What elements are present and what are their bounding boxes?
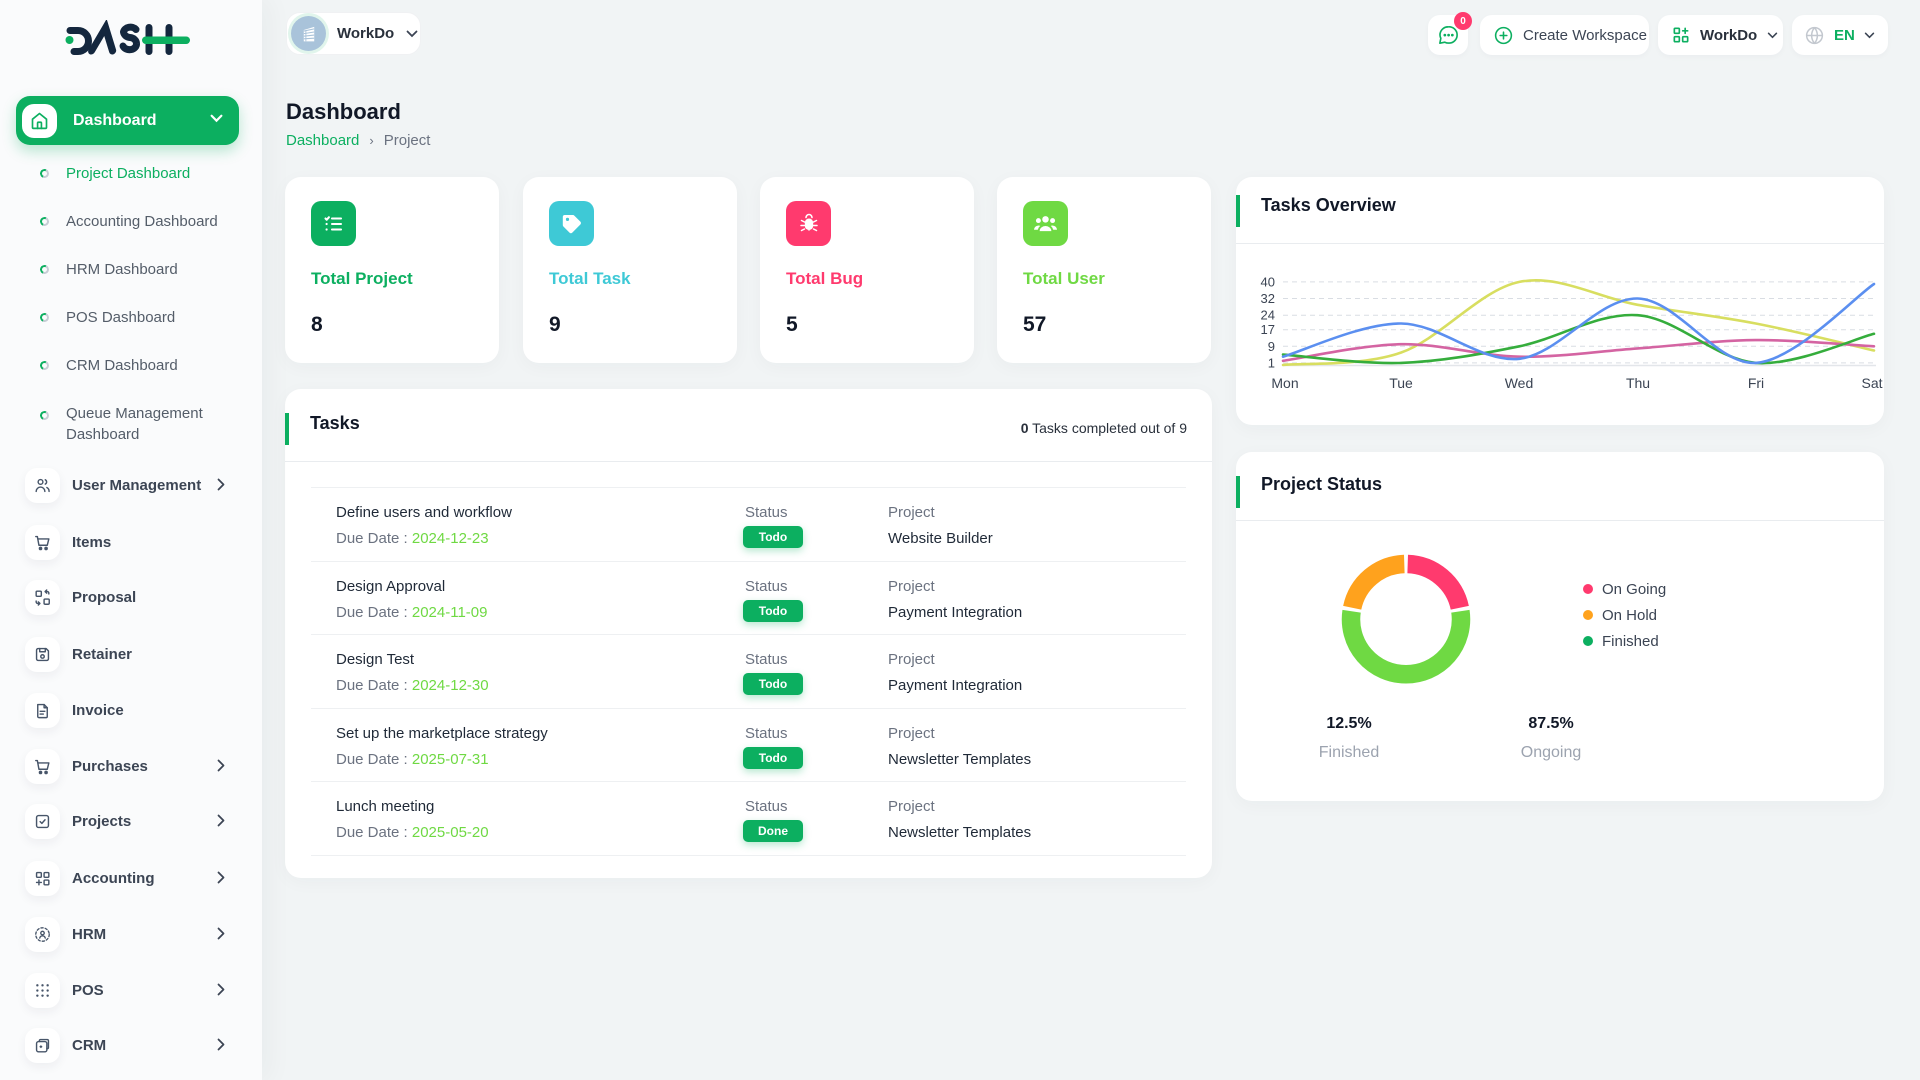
svg-text:32: 32 [1261, 291, 1275, 306]
svg-text:Wed: Wed [1505, 375, 1534, 391]
svg-text:24: 24 [1261, 308, 1275, 323]
svg-text:17: 17 [1261, 322, 1275, 337]
svg-text:9: 9 [1268, 339, 1275, 354]
svg-text:Fri: Fri [1748, 375, 1764, 391]
svg-text:40: 40 [1261, 275, 1275, 290]
svg-text:Mon: Mon [1271, 375, 1298, 391]
svg-text:Tue: Tue [1389, 375, 1413, 391]
svg-text:1: 1 [1268, 356, 1275, 371]
svg-text:Thu: Thu [1626, 375, 1650, 391]
svg-text:Sat: Sat [1861, 375, 1882, 391]
